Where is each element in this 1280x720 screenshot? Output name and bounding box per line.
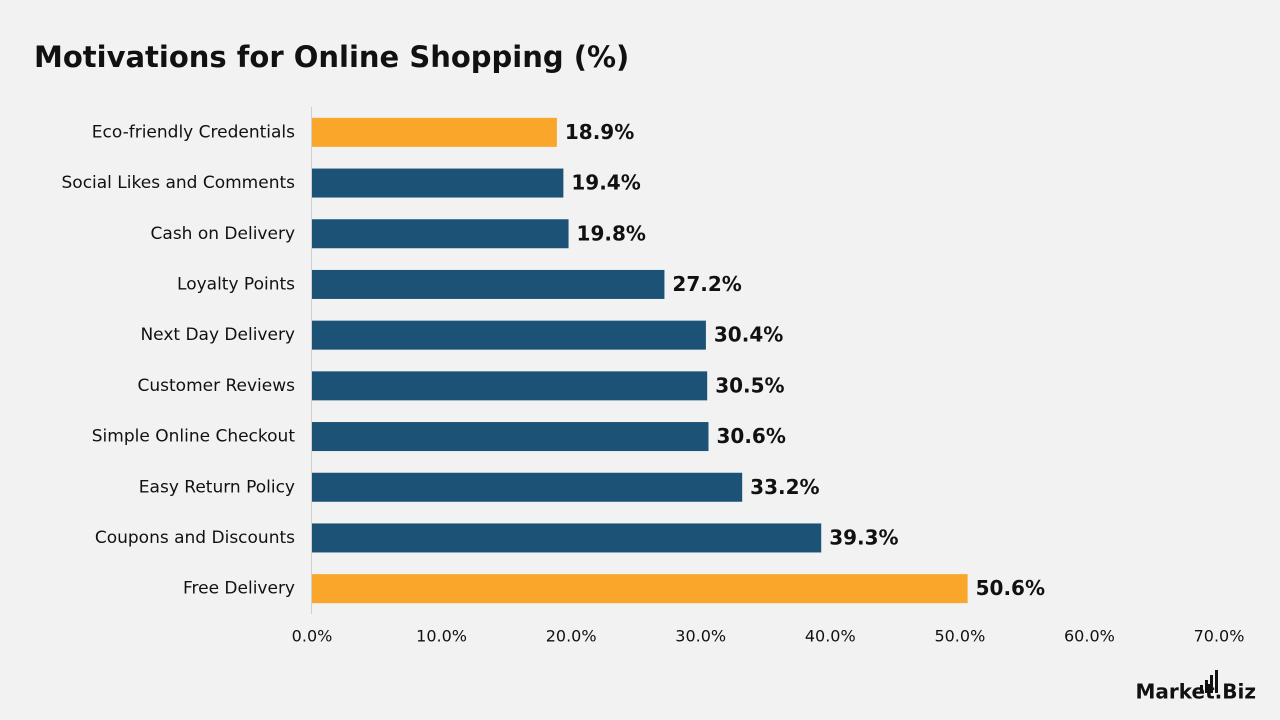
data-label: 33.2% [750,475,819,499]
bar [312,168,564,198]
data-label: 19.4% [571,171,640,195]
bar [312,574,968,604]
y-tick-label: Loyalty Points [177,274,295,294]
x-tick-label: 0.0% [292,627,333,646]
bar [312,422,709,452]
logo-bar [1210,675,1213,693]
y-tick-label: Cash on Delivery [151,224,295,244]
brand: Market.Biz [1136,680,1257,704]
y-tick-label: Next Day Delivery [140,325,295,345]
bar [312,523,822,553]
bar [312,472,743,502]
bar [312,269,665,299]
x-tick-label: 70.0% [1194,627,1245,646]
bar [312,371,708,401]
x-tick-label: 10.0% [416,627,467,646]
data-label: 39.3% [829,525,898,549]
data-label: 18.9% [565,120,634,144]
data-label: 19.8% [577,221,646,245]
data-label: 50.6% [976,576,1045,600]
logo-bar [1205,680,1208,693]
data-label: 30.6% [716,424,785,448]
chart-title: Motivations for Online Shopping (%) [34,40,629,74]
y-tick-label: Customer Reviews [138,376,296,396]
brand-logo [1200,670,1218,693]
x-tick-label: 40.0% [805,627,856,646]
y-tick-label: Coupons and Discounts [95,528,295,548]
bar [312,320,706,350]
bar [312,219,569,249]
data-label: 30.5% [715,373,784,397]
x-tick-label: 30.0% [675,627,726,646]
y-tick-label: Simple Online Checkout [92,427,296,447]
bar [312,117,557,147]
logo-bar [1200,685,1203,693]
y-tick-label: Easy Return Policy [139,477,295,497]
data-label: 27.2% [672,272,741,296]
y-tick-label: Eco-friendly Credentials [92,122,295,142]
x-tick-label: 60.0% [1064,627,1115,646]
data-label: 30.4% [714,323,783,347]
y-tick-label: Free Delivery [183,579,295,599]
x-tick-label: 20.0% [546,627,597,646]
x-tick-label: 50.0% [934,627,985,646]
y-tick-label: Social Likes and Comments [62,173,296,193]
logo-bar [1215,670,1218,693]
